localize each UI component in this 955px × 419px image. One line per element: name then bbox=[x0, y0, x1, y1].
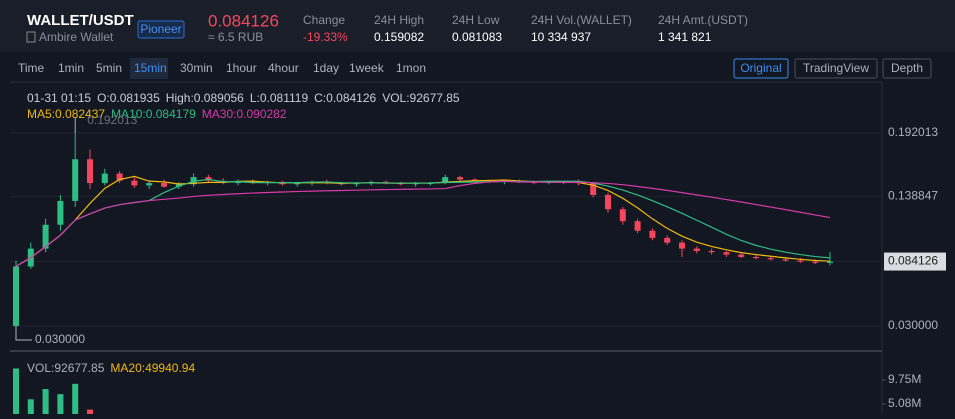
wallet-icon bbox=[26, 31, 36, 43]
candle-body bbox=[72, 159, 79, 201]
stat-value: 10 334 937 bbox=[531, 30, 591, 44]
interval-tab[interactable]: 1week bbox=[349, 61, 385, 75]
y-tick-label: 0.030000 bbox=[888, 318, 938, 332]
y-tick-label: 0.138847 bbox=[888, 189, 938, 203]
candle-body bbox=[812, 261, 819, 263]
view-button-box[interactable] bbox=[794, 58, 878, 79]
ohlc-info: C:0.084126 bbox=[314, 91, 376, 105]
badge-box bbox=[137, 20, 185, 39]
ma-line bbox=[15, 180, 831, 267]
stat-value: 1 341 821 bbox=[658, 30, 712, 44]
volume-info: VOL:92677.85 bbox=[27, 361, 105, 375]
chart-bg bbox=[0, 52, 955, 414]
candle-body bbox=[827, 261, 833, 263]
volume-bar bbox=[13, 368, 19, 414]
ohlc-info: VOL:92677.85 bbox=[382, 91, 460, 105]
candle-body bbox=[101, 173, 108, 184]
volume-bar bbox=[87, 409, 93, 414]
ohlc-info: O:0.081935 bbox=[97, 91, 160, 105]
stat-label: 24H Low bbox=[452, 13, 500, 27]
candle-body bbox=[42, 224, 49, 249]
stat-value: -19.33% bbox=[303, 30, 348, 44]
candle-body bbox=[619, 209, 626, 222]
ma-legend: MA30:0.090282 bbox=[202, 107, 287, 121]
candle-body bbox=[664, 237, 671, 243]
interval-tab[interactable]: 30min bbox=[180, 61, 213, 75]
candle-body bbox=[190, 177, 197, 185]
y-tick-label: 0.192013 bbox=[888, 125, 938, 139]
ohlc-info: 01-31 01:15 bbox=[27, 91, 91, 105]
volume-info: MA20:49940.94 bbox=[110, 361, 195, 375]
low-marker-line bbox=[15, 326, 32, 341]
candle-body bbox=[146, 183, 153, 186]
candle-body bbox=[679, 242, 685, 249]
candle-body bbox=[442, 177, 449, 184]
pair: WALLET/USDT bbox=[27, 12, 134, 29]
candle-body bbox=[605, 194, 611, 210]
ohlc-info: High:0.089056 bbox=[166, 91, 244, 105]
view-button-box[interactable] bbox=[882, 58, 932, 79]
candle-body bbox=[175, 184, 182, 187]
candle-body bbox=[797, 260, 804, 262]
candle-body bbox=[708, 250, 715, 253]
interval-tab[interactable]: Time bbox=[18, 61, 45, 75]
candle-body bbox=[634, 221, 641, 231]
volume-bar bbox=[57, 394, 64, 414]
wallet-name: Ambire Wallet bbox=[39, 30, 114, 44]
view-button[interactable]: Depth bbox=[891, 61, 923, 75]
price-sub: ≈ 6.5 RUB bbox=[208, 30, 263, 44]
interval-tab[interactable]: 1hour bbox=[226, 61, 257, 75]
volume-bar bbox=[42, 389, 49, 414]
volume-tick-label: 5.08M bbox=[888, 396, 921, 410]
view-button[interactable]: Original bbox=[740, 61, 781, 75]
candle-body bbox=[767, 258, 774, 260]
volume-bar bbox=[72, 383, 79, 414]
badge: Pioneer bbox=[140, 22, 181, 36]
stat-label: 24H High bbox=[374, 13, 424, 27]
candle-body bbox=[87, 159, 93, 184]
stat-label: Change bbox=[303, 13, 345, 27]
candle-body bbox=[723, 252, 730, 255]
candle-body bbox=[753, 256, 759, 259]
candle-body bbox=[693, 248, 700, 251]
view-button-box[interactable] bbox=[733, 58, 789, 79]
stat-label: 24H Amt.(USDT) bbox=[658, 13, 748, 27]
ma-legend: MA5:0.082437 bbox=[27, 107, 105, 121]
interval-tab[interactable]: 5min bbox=[96, 61, 122, 75]
stat-value: 0.081083 bbox=[452, 30, 502, 44]
candle-body bbox=[13, 266, 19, 327]
interval-tab[interactable]: 1day bbox=[313, 61, 339, 75]
interval-tab[interactable]: 4hour bbox=[268, 61, 299, 75]
last-price: 0.084126 bbox=[208, 11, 279, 30]
candle-body bbox=[235, 181, 241, 184]
candle-body bbox=[57, 200, 64, 225]
ma-line bbox=[15, 178, 831, 267]
candle-body bbox=[457, 177, 463, 180]
interval-active-bg bbox=[130, 58, 168, 79]
ohlc-info: L:0.081119 bbox=[250, 91, 309, 105]
stat-value: 0.159082 bbox=[374, 30, 424, 44]
last-price-box bbox=[884, 252, 946, 271]
candle-body bbox=[782, 259, 789, 261]
candle-body bbox=[738, 254, 745, 257]
candle-body bbox=[161, 183, 167, 187]
high-marker: 0.192013 bbox=[87, 113, 137, 127]
candle-body bbox=[294, 183, 301, 185]
candle-body bbox=[131, 180, 138, 186]
candle-body bbox=[649, 230, 656, 238]
low-marker: 0.030000 bbox=[35, 332, 85, 346]
stat-label: 24H Vol.(WALLET) bbox=[531, 13, 632, 27]
interval-tab[interactable]: 1min bbox=[58, 61, 84, 75]
y-tick-label: 0.084126 bbox=[888, 254, 938, 268]
ma-legend: MA10:0.084179 bbox=[111, 107, 196, 121]
volume-bar bbox=[27, 399, 34, 414]
candle-body bbox=[116, 173, 123, 181]
volume-tick-label: 9.75M bbox=[888, 372, 921, 386]
interval-tab[interactable]: 1mon bbox=[396, 61, 426, 75]
interval-tab[interactable]: 15min bbox=[134, 61, 167, 75]
candle-body bbox=[590, 183, 597, 195]
view-button[interactable]: TradingView bbox=[803, 61, 869, 75]
